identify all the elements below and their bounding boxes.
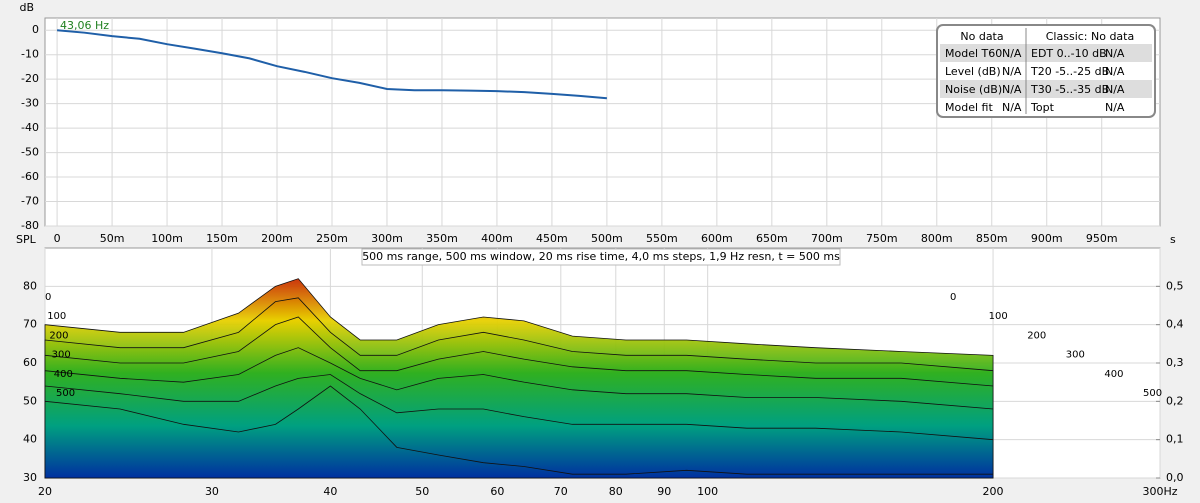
row-bg	[940, 80, 1152, 98]
x-tick-label: 100	[697, 485, 718, 498]
waterfall-slice	[44, 385, 994, 479]
table-cell: N/A	[1002, 83, 1022, 96]
x-tick-label: 700m	[811, 232, 843, 245]
x-tick-label: 850m	[976, 232, 1008, 245]
y2-tick-label: 0,1	[1166, 433, 1184, 446]
x-tick-label: 30	[205, 485, 219, 498]
table-header: No data	[960, 30, 1003, 43]
table-cell: T30 -5..-35 dB	[1030, 83, 1109, 96]
table-cell: Level (dB)	[945, 65, 1001, 78]
depth-label: 100	[989, 311, 1008, 322]
y2-tick-label: 0,4	[1166, 318, 1184, 331]
y-tick-label: 50	[23, 394, 37, 407]
table-cell: Model T60	[945, 47, 1002, 60]
x-axis-unit: s	[1170, 233, 1176, 246]
y-tick-label: -20	[21, 72, 39, 85]
table-cell: N/A	[1002, 101, 1022, 114]
table-cell: N/A	[1002, 65, 1022, 78]
y-tick-label: 60	[23, 356, 37, 369]
x-tick-label: 600m	[701, 232, 733, 245]
x-tick-label: 800m	[921, 232, 953, 245]
x-tick-label: 550m	[646, 232, 678, 245]
annotation: 43,06 Hz	[60, 19, 109, 32]
x-tick-label: 200	[983, 485, 1004, 498]
y-tick-label: -60	[21, 170, 39, 183]
table-cell: N/A	[1105, 83, 1125, 96]
y-axis-label: dB	[19, 1, 34, 14]
x-tick-label: 300Hz	[1142, 485, 1177, 498]
decay-line	[57, 29, 607, 100]
table-cell: EDT 0..-10 dB	[1031, 47, 1107, 60]
depth-label: 300	[1066, 350, 1085, 361]
depth-label: 0	[950, 292, 956, 303]
x-tick-label: 350m	[426, 232, 458, 245]
x-tick-label: 90	[657, 485, 671, 498]
x-tick-label: 40	[323, 485, 337, 498]
x-tick-label: 650m	[756, 232, 788, 245]
x-tick-label: 20	[38, 485, 52, 498]
y-tick-label: -30	[21, 97, 39, 110]
depth-label: 400	[1104, 369, 1123, 380]
x-tick-label: 150m	[206, 232, 238, 245]
table-cell: N/A	[1002, 47, 1022, 60]
y-tick-label: 70	[23, 318, 37, 331]
y2-tick-label: 0,3	[1166, 356, 1184, 369]
y-tick-label: 30	[23, 471, 37, 484]
x-tick-label: 900m	[1031, 232, 1063, 245]
waterfall-title: 500 ms range, 500 ms window, 20 ms rise …	[362, 250, 840, 263]
x-tick-label: 250m	[316, 232, 348, 245]
x-tick-label: 200m	[261, 232, 293, 245]
x-tick-label: 70	[554, 485, 568, 498]
x-tick-label: 500m	[591, 232, 623, 245]
table-cell: T20 -5..-25 dB	[1030, 65, 1109, 78]
y-tick-label: 0	[32, 23, 39, 36]
y-tick-label: -40	[21, 121, 39, 134]
x-tick-label: 60	[490, 485, 504, 498]
table-header: Classic: No data	[1046, 30, 1134, 43]
table-cell: N/A	[1105, 101, 1125, 114]
y2-tick-label: 0,5	[1166, 279, 1184, 292]
x-tick-label: 50m	[100, 232, 125, 245]
waterfall-chart: 20 30 40 50 60 70 80 90 100 200 300Hz3040506070800…	[23, 248, 1184, 498]
row-bg	[940, 44, 1152, 62]
table-cell: Noise (dB)	[945, 83, 1002, 96]
y-tick-label: 40	[23, 433, 37, 446]
x-tick-label: 100m	[151, 232, 183, 245]
depth-label: 300	[52, 350, 71, 361]
depth-label: 100	[47, 311, 66, 322]
y-tick-label: 80	[23, 279, 37, 292]
x-tick-label: 80	[609, 485, 623, 498]
y-axis-label: SPL	[16, 233, 37, 246]
title-box	[361, 248, 841, 266]
y2-tick-label: 0,2	[1166, 394, 1184, 407]
y-tick-label: -50	[21, 146, 39, 159]
y-tick-label: -10	[21, 48, 39, 61]
x-tick-label: 0	[54, 232, 61, 245]
x-tick-label: 450m	[536, 232, 568, 245]
table-cell: N/A	[1105, 47, 1125, 60]
y-tick-label: -80	[21, 219, 39, 232]
depth-label: 200	[49, 330, 68, 341]
x-tick-label: 950m	[1086, 232, 1118, 245]
x-tick-label: 400m	[481, 232, 513, 245]
depth-label: 500	[56, 388, 75, 399]
y2-tick-label: 0,0	[1166, 471, 1184, 484]
x-tick-label: 300m	[371, 232, 403, 245]
y-tick-label: -70	[21, 195, 39, 208]
x-tick-label: 50	[415, 485, 429, 498]
depth-label: 500	[1143, 388, 1162, 399]
depth-label: 400	[54, 369, 73, 380]
table-cell: Model fit	[945, 101, 993, 114]
depth-label: 200	[1027, 330, 1046, 341]
table-cell: N/A	[1105, 65, 1125, 78]
x-tick-label: 750m	[866, 232, 898, 245]
depth-label: 0	[45, 292, 51, 303]
table-cell: Topt	[1030, 101, 1055, 114]
